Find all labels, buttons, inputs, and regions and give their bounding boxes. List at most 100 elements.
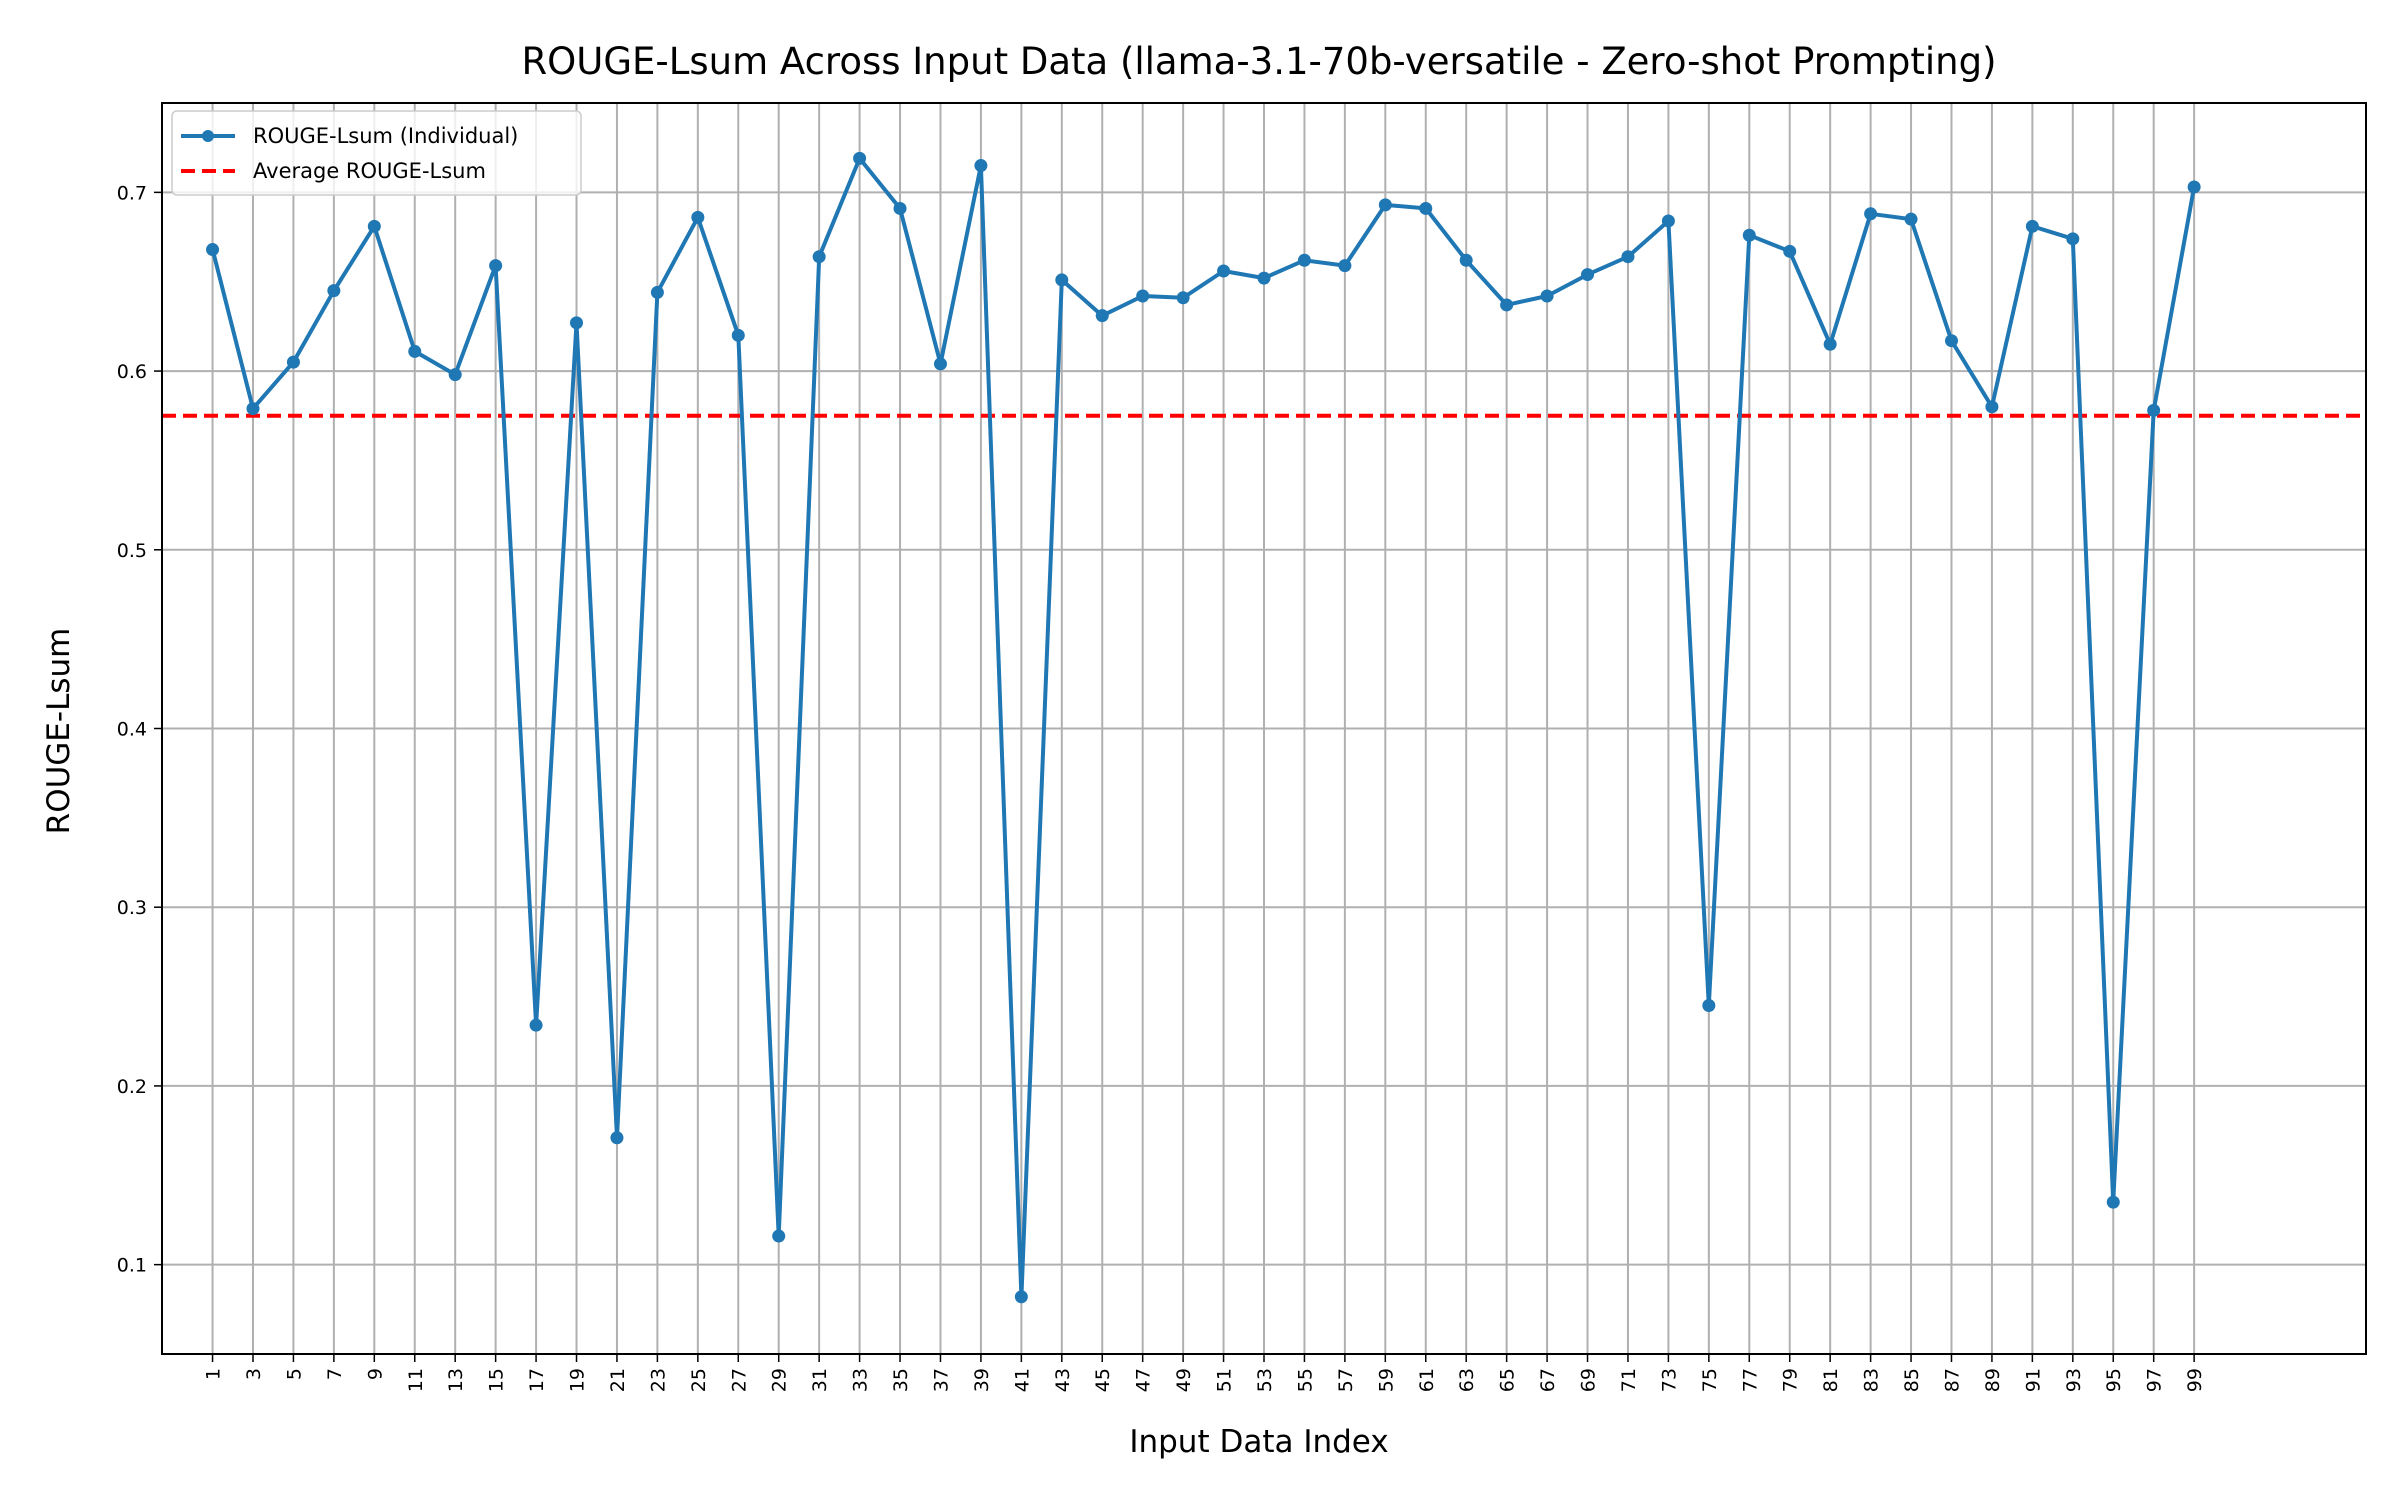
data-point xyxy=(893,201,907,215)
x-tick-label: 95 xyxy=(2103,1368,2125,1392)
x-tick-label: 39 xyxy=(971,1368,993,1392)
data-point xyxy=(610,1131,624,1145)
data-point xyxy=(691,210,705,224)
x-tick-label: 27 xyxy=(728,1368,750,1392)
data-point xyxy=(2147,403,2161,417)
axis-ticks: 1 3 5 7 9 11 13 15 17 19 21 23 25 27 29 31 33 35 37 39 41 43 4… xyxy=(117,182,2206,1392)
data-point xyxy=(1661,214,1675,228)
x-tick-label: 7 xyxy=(324,1368,346,1380)
x-tick-label: 21 xyxy=(607,1368,629,1392)
data-point xyxy=(570,316,584,330)
legend-label-individual: ROUGE-Lsum (Individual) xyxy=(253,124,518,148)
data-point xyxy=(1621,250,1635,264)
data-point xyxy=(853,151,867,165)
x-tick-label: 33 xyxy=(850,1368,872,1392)
x-tick-label: 75 xyxy=(1699,1368,1721,1392)
legend: ROUGE-Lsum (Individual) Average ROUGE-Ls… xyxy=(171,110,582,196)
x-tick-label: 81 xyxy=(1820,1368,1842,1392)
x-tick-label: 43 xyxy=(1052,1368,1074,1392)
data-point xyxy=(731,328,745,342)
y-tick-label: 0.1 xyxy=(117,1255,147,1277)
x-tick-label: 83 xyxy=(1861,1368,1883,1392)
y-tick-label: 0.6 xyxy=(117,361,147,383)
legend-label-average: Average ROUGE-Lsum xyxy=(253,159,486,183)
data-point xyxy=(1702,999,1716,1013)
data-point xyxy=(1217,264,1231,278)
x-tick-label: 13 xyxy=(445,1368,467,1392)
data-point xyxy=(1823,337,1837,351)
data-point xyxy=(1742,228,1756,242)
y-tick-label: 0.7 xyxy=(117,182,147,204)
chart-title: ROUGE-Lsum Across Input Data (llama-3.1-… xyxy=(521,40,1996,83)
x-tick-label: 97 xyxy=(2144,1368,2166,1392)
y-tick-label: 0.2 xyxy=(117,1076,147,1098)
x-tick-label: 77 xyxy=(1739,1368,1761,1392)
data-point xyxy=(650,285,664,299)
y-axis-title: ROUGE-Lsum xyxy=(41,628,77,835)
data-point xyxy=(1378,198,1392,212)
x-tick-label: 49 xyxy=(1173,1368,1195,1392)
data-point xyxy=(1257,271,1271,285)
data-point xyxy=(1136,289,1150,303)
x-tick-label: 63 xyxy=(1456,1368,1478,1392)
series-layer xyxy=(206,151,2201,1304)
data-point xyxy=(812,250,826,264)
y-tick-label: 0.5 xyxy=(117,540,147,562)
x-tick-label: 89 xyxy=(1982,1368,2004,1392)
data-point xyxy=(1581,268,1595,282)
x-tick-label: 35 xyxy=(890,1368,912,1392)
x-tick-label: 93 xyxy=(2063,1368,2085,1392)
data-point xyxy=(246,402,260,416)
data-point xyxy=(286,355,300,369)
data-point xyxy=(1014,1290,1028,1304)
data-point xyxy=(1055,273,1069,287)
data-point xyxy=(1095,309,1109,323)
y-tick-label: 0.4 xyxy=(117,719,147,741)
data-point xyxy=(1500,298,1514,312)
x-tick-label: 9 xyxy=(364,1368,386,1380)
x-tick-label: 25 xyxy=(688,1368,710,1392)
x-tick-label: 45 xyxy=(1092,1368,1114,1392)
x-tick-label: 79 xyxy=(1780,1368,1802,1392)
x-tick-label: 71 xyxy=(1618,1368,1640,1392)
x-tick-label: 37 xyxy=(930,1368,952,1392)
data-point xyxy=(1904,212,1918,226)
y-tick-label: 0.3 xyxy=(117,897,147,919)
x-tick-label: 57 xyxy=(1335,1368,1357,1392)
data-point xyxy=(1297,253,1311,267)
data-point xyxy=(529,1018,543,1032)
x-tick-label: 69 xyxy=(1578,1368,1600,1392)
data-point xyxy=(1540,289,1554,303)
data-point xyxy=(448,368,462,382)
data-point xyxy=(408,344,422,358)
x-tick-label: 23 xyxy=(647,1368,669,1392)
x-tick-label: 29 xyxy=(769,1368,791,1392)
data-point xyxy=(974,159,988,173)
x-tick-label: 3 xyxy=(243,1368,265,1380)
x-tick-label: 1 xyxy=(203,1368,225,1380)
data-point xyxy=(2106,1195,2120,1209)
data-point xyxy=(772,1229,786,1243)
data-point xyxy=(2187,180,2201,194)
x-tick-label: 53 xyxy=(1254,1368,1276,1392)
data-point xyxy=(367,219,381,233)
data-point xyxy=(1338,259,1352,273)
x-tick-label: 31 xyxy=(809,1368,831,1392)
legend-marker-individual xyxy=(202,130,214,142)
data-point xyxy=(1419,201,1433,215)
x-tick-label: 11 xyxy=(405,1368,427,1392)
data-point xyxy=(1783,244,1797,258)
x-tick-label: 99 xyxy=(2184,1368,2206,1392)
data-point xyxy=(1944,334,1958,348)
x-tick-label: 19 xyxy=(567,1368,589,1392)
x-tick-label: 17 xyxy=(526,1368,548,1392)
x-tick-label: 55 xyxy=(1294,1368,1316,1392)
x-tick-label: 85 xyxy=(1901,1368,1923,1392)
data-point xyxy=(2066,232,2080,246)
data-point xyxy=(933,357,947,371)
x-tick-label: 51 xyxy=(1214,1368,1236,1392)
x-tick-label: 41 xyxy=(1011,1368,1033,1392)
x-tick-label: 87 xyxy=(1941,1368,1963,1392)
